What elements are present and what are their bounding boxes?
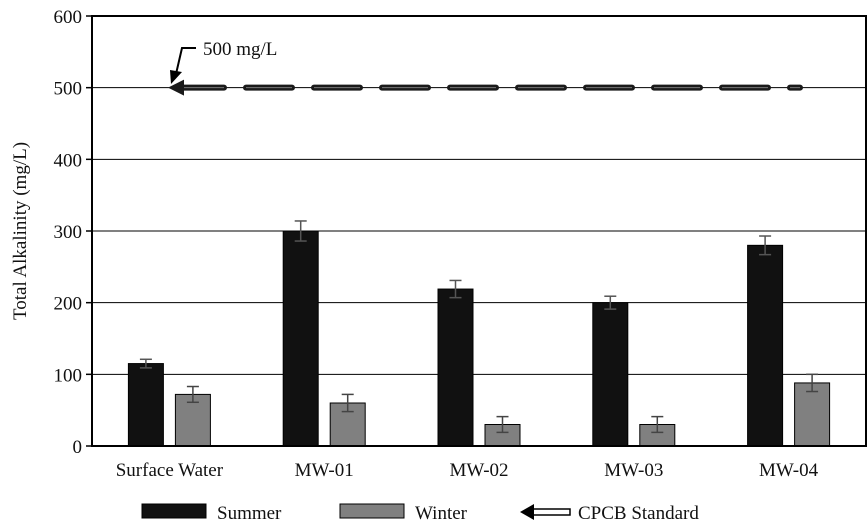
legend-label-cpcb: CPCB Standard xyxy=(578,503,699,523)
x-tick-label: Surface Water xyxy=(116,460,224,481)
y-tick-label: 400 xyxy=(54,150,83,171)
y-tick-label: 600 xyxy=(54,7,83,28)
reference-arrowhead-icon xyxy=(168,79,184,96)
bar-summer-1 xyxy=(282,230,319,447)
bars xyxy=(127,220,831,447)
error-bar xyxy=(341,393,354,413)
legend-swatch-summer xyxy=(141,503,207,519)
legend-arrow-icon xyxy=(520,504,571,520)
x-axis-ticks: Surface Water MW-01 MW-02 MW-03 MW-04 xyxy=(116,460,819,481)
annotation-arrow-icon xyxy=(170,47,196,84)
legend: Summer Winter CPCB Standard xyxy=(141,503,699,523)
error-bar xyxy=(139,358,152,369)
x-tick-label: MW-04 xyxy=(759,460,819,481)
bar-winter-4 xyxy=(794,382,831,447)
error-bar xyxy=(496,415,509,434)
annotation-arrowhead-icon xyxy=(170,70,182,84)
bar-summer-3 xyxy=(592,302,629,447)
error-bar xyxy=(651,415,664,434)
error-bar xyxy=(806,373,819,393)
y-tick-label: 100 xyxy=(54,365,83,386)
x-tick-label: MW-02 xyxy=(449,460,508,481)
y-tick-label: 200 xyxy=(54,294,83,315)
y-axis-label: Total Alkalinity (mg/L) xyxy=(10,142,31,320)
plot-area-frame xyxy=(91,15,867,447)
bar-summer-0 xyxy=(127,363,164,447)
bar-summer-4 xyxy=(747,244,784,447)
reference-annotation: 500 mg/L xyxy=(203,39,277,60)
error-bar xyxy=(186,385,199,404)
x-tick-label: MW-01 xyxy=(295,460,354,481)
y-tick-label: 300 xyxy=(54,222,83,243)
error-bar xyxy=(604,295,617,310)
error-bar xyxy=(449,279,462,299)
bar-summer-2 xyxy=(437,288,474,447)
y-tick-label: 500 xyxy=(54,79,83,100)
annotation-leader xyxy=(175,47,196,75)
error-bar xyxy=(294,220,307,242)
cpcb-standard-line xyxy=(168,79,803,96)
legend-swatch-winter xyxy=(339,503,405,519)
x-tick-label: MW-03 xyxy=(604,460,663,481)
legend-label-winter: Winter xyxy=(415,503,468,523)
error-bar xyxy=(759,235,772,256)
y-tick-label: 0 xyxy=(73,437,83,458)
legend-label-summer: Summer xyxy=(217,503,282,523)
y-axis-ticks: 0 100 200 300 400 500 600 xyxy=(54,7,92,458)
